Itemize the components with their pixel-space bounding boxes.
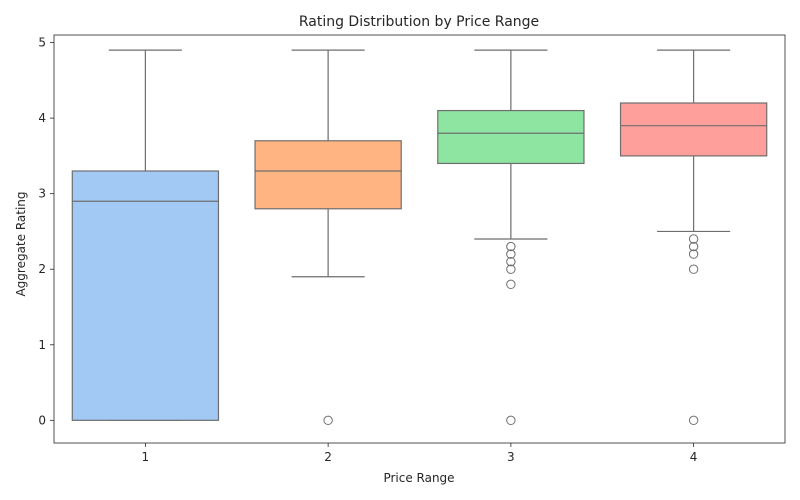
y-tick-label: 5 <box>38 36 46 50</box>
y-tick-label: 4 <box>38 111 46 125</box>
x-tick-label: 2 <box>324 450 332 464</box>
y-tick-label: 0 <box>38 413 46 427</box>
x-tick-label: 4 <box>690 450 698 464</box>
box-3-outlier-point <box>506 415 516 426</box>
plot-frame <box>53 34 786 444</box>
box-1-iqr-rect <box>71 170 220 421</box>
box-3-outlier-point <box>506 264 516 274</box>
y-tick-label: 3 <box>38 187 46 201</box>
plot-area: 0 1 2 3 4 5 1 2 3 4 <box>38 34 786 464</box>
x-tick-label: 1 <box>142 450 150 464</box>
y-tick-label: 1 <box>38 338 46 352</box>
box-4-outlier-point <box>688 415 699 426</box>
box-3-outlier-point <box>506 256 516 267</box>
box-4-outlier-point <box>688 234 699 244</box>
box-2-iqr-rect <box>254 140 402 210</box>
box-4-outlier-point <box>688 249 699 259</box>
box-3-outlier-point <box>506 279 516 290</box>
box-3-outlier-point <box>506 241 516 252</box>
box-4-outlier-point <box>688 241 699 252</box>
x-axis-label: Price Range <box>383 471 454 485</box>
y-axis-label: Aggregate Rating <box>14 191 28 296</box>
box-4-iqr-rect <box>619 102 768 157</box>
box-4-outlier-point <box>688 264 699 274</box>
box-3-iqr-rect <box>437 109 585 165</box>
x-tick-label: 3 <box>507 450 515 464</box>
y-tick-label: 2 <box>38 262 46 276</box>
chart-title: Rating Distribution by Price Range <box>299 14 539 30</box>
box-2-outlier-point <box>323 415 333 426</box>
box-3-outlier-point <box>506 249 516 259</box>
